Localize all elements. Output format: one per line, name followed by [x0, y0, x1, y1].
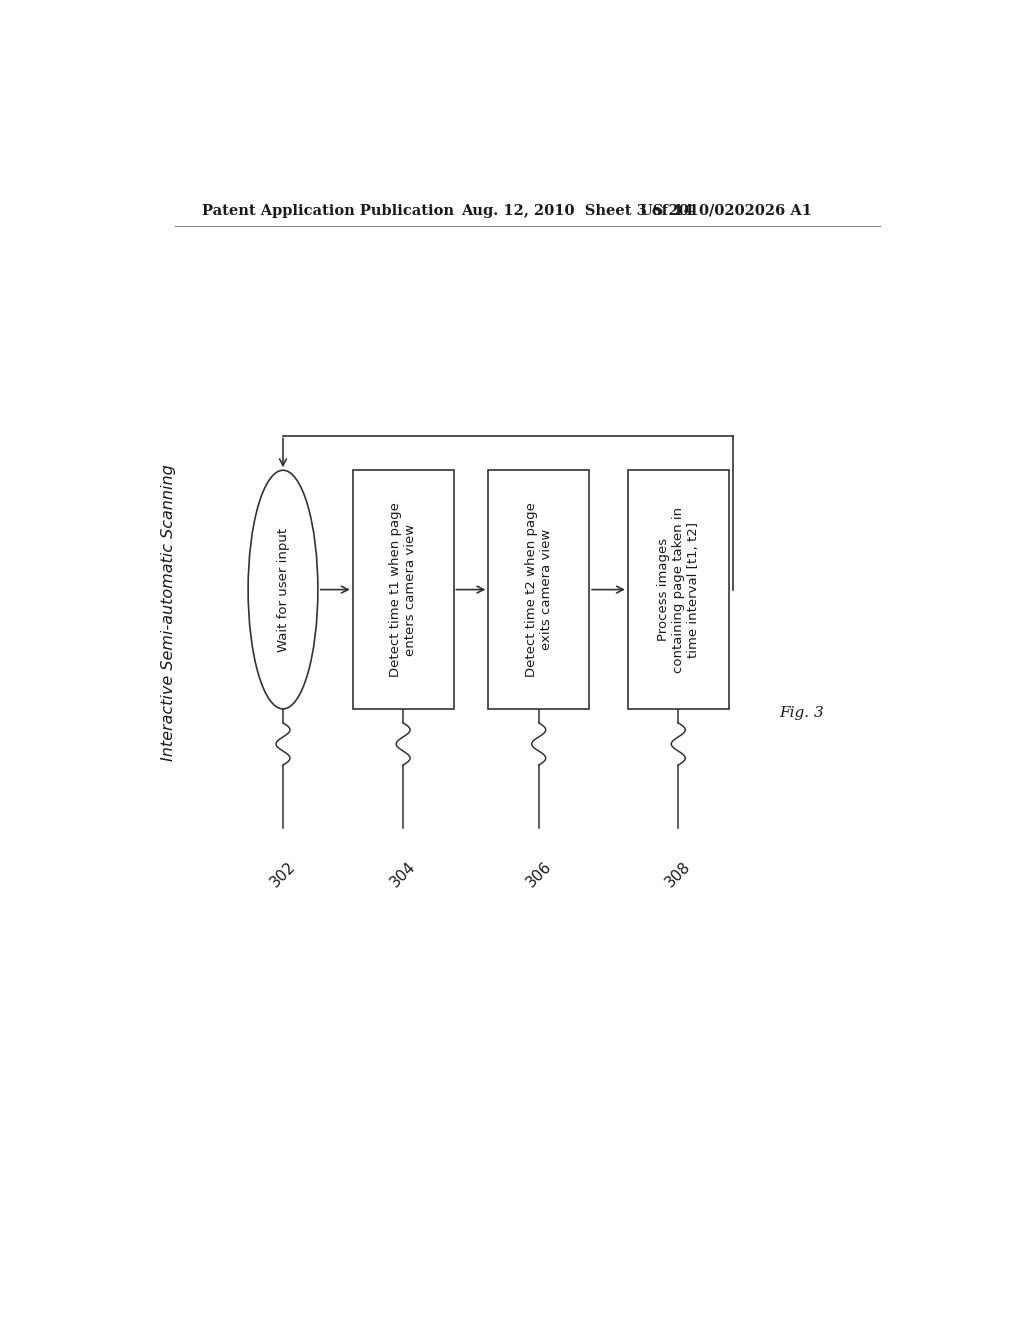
Text: Detect time t1 when page
enters camera view: Detect time t1 when page enters camera v… [389, 502, 417, 677]
Text: Detect time t2 when page
exits camera view: Detect time t2 when page exits camera vi… [524, 502, 553, 677]
Text: Fig. 3: Fig. 3 [779, 706, 823, 719]
Text: Wait for user input: Wait for user input [276, 528, 290, 652]
Text: Patent Application Publication: Patent Application Publication [202, 203, 454, 218]
Text: 302: 302 [267, 859, 299, 890]
FancyBboxPatch shape [488, 470, 589, 709]
Text: Interactive Semi-automatic Scanning: Interactive Semi-automatic Scanning [161, 465, 176, 762]
Ellipse shape [248, 470, 317, 709]
Text: US 2010/0202026 A1: US 2010/0202026 A1 [640, 203, 811, 218]
Text: Aug. 12, 2010  Sheet 3 of 14: Aug. 12, 2010 Sheet 3 of 14 [461, 203, 693, 218]
Text: 306: 306 [523, 859, 554, 890]
Text: 308: 308 [663, 859, 694, 890]
FancyBboxPatch shape [352, 470, 454, 709]
FancyBboxPatch shape [628, 470, 729, 709]
Text: 304: 304 [387, 859, 419, 890]
Text: Process images
containing page taken in
time interval [t1, t2]: Process images containing page taken in … [656, 507, 699, 673]
